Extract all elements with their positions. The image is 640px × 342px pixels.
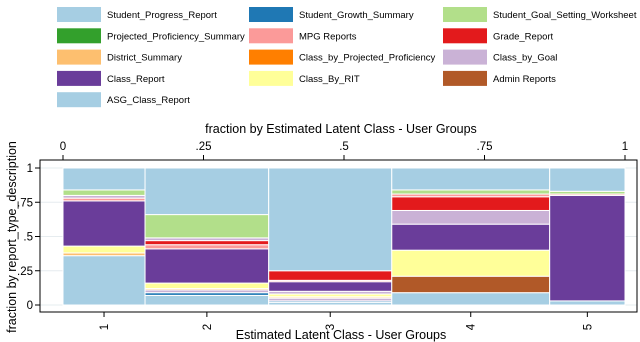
mosaic-tile [62,255,146,306]
legend-label: Class_by_Goal [493,53,557,64]
legend-label: MPG Reports [299,31,357,42]
mosaic-tiles [62,167,626,306]
legend-label: ASG_Class_Report [107,95,190,106]
mosaic-tile [62,245,146,254]
chart-title: fraction by Estimated Latent Class - Use… [205,122,477,136]
legend-label: Student_Goal_Setting_Worksheet [493,10,637,21]
mosaic-tile [62,189,146,196]
x-category-label: 5 [582,324,594,330]
mosaic-tile [391,209,551,225]
legend-label: Grade_Report [493,31,554,42]
mosaic-tile [391,249,551,277]
y-tick-label: .25 [17,266,33,278]
axes: 0 .25 .5 .75 1 0 .25 .5 .75 1 1 2 3 4 5 [17,141,638,330]
mosaic-tile [268,167,393,272]
mosaic-tile [62,200,146,247]
legend-label: Class_Report [107,74,165,85]
legend-label: District_Summary [107,53,182,64]
legend-swatch [443,70,487,86]
legend-swatch [57,70,101,86]
mosaic-tile [144,248,270,284]
mosaic-tile [62,167,146,191]
legend-swatch [249,7,293,22]
mosaic-tile [391,167,551,191]
mosaic-tile [391,223,551,251]
x-top-tick-label: 0 [60,141,66,153]
mosaic-tile [549,300,626,306]
legend-label: Student_Growth_Summary [299,10,414,21]
x-axis-label: Estimated Latent Class - User Groups [236,328,447,342]
mosaic-tile [549,167,626,192]
legend-swatch [249,70,293,86]
y-tick-label: .75 [17,197,33,209]
mosaic-tile [144,244,270,250]
legend-swatch [249,28,293,44]
legend-swatch [57,49,101,65]
mosaic-tile [391,292,551,306]
mosaic-tile [268,270,393,281]
mosaic-tile [268,281,393,292]
y-tick-label: .5 [23,232,33,244]
mosaic-tile [144,214,270,239]
legend-swatch [57,7,101,22]
x-top-tick-label: .25 [196,141,212,153]
x-category-label: 3 [325,324,337,330]
legend-label: Class_by_Projected_Proficiency [299,53,435,64]
mosaic-tile [144,240,270,246]
legend: Student_Progress_Report Student_Growth_Su… [57,7,637,108]
legend-label: Class_By_RIT [299,74,360,85]
legend-label: Admin Reports [493,74,556,85]
mosaic-tile [549,194,626,302]
x-category-label: 2 [202,324,214,330]
mosaic-tile [391,275,551,294]
legend-swatch [57,92,101,108]
legend-swatch [249,49,293,65]
legend-label: Student_Progress_Report [107,10,217,21]
y-axis-label: fraction by report_type_description [5,141,19,333]
y-tick-label: 0 [27,300,33,312]
mosaic-tile [391,196,551,211]
y-tick-label: 1 [27,163,33,175]
x-top-tick-label: 1 [622,141,628,153]
mosaic-tile [391,189,551,195]
legend-label: Projected_Proficiency_Summary [107,31,245,42]
x-top-tick-label: .5 [339,141,349,153]
x-category-label: 1 [99,324,111,330]
legend-swatch [443,28,487,44]
legend-swatch [443,49,487,65]
mosaic-tile [144,167,270,216]
x-category-label: 4 [466,323,478,330]
legend-swatch [443,7,487,22]
legend-swatch [57,28,101,44]
mosaic-tile [144,282,270,290]
mosaic-tile [144,294,270,306]
x-top-tick-label: .75 [477,141,493,153]
